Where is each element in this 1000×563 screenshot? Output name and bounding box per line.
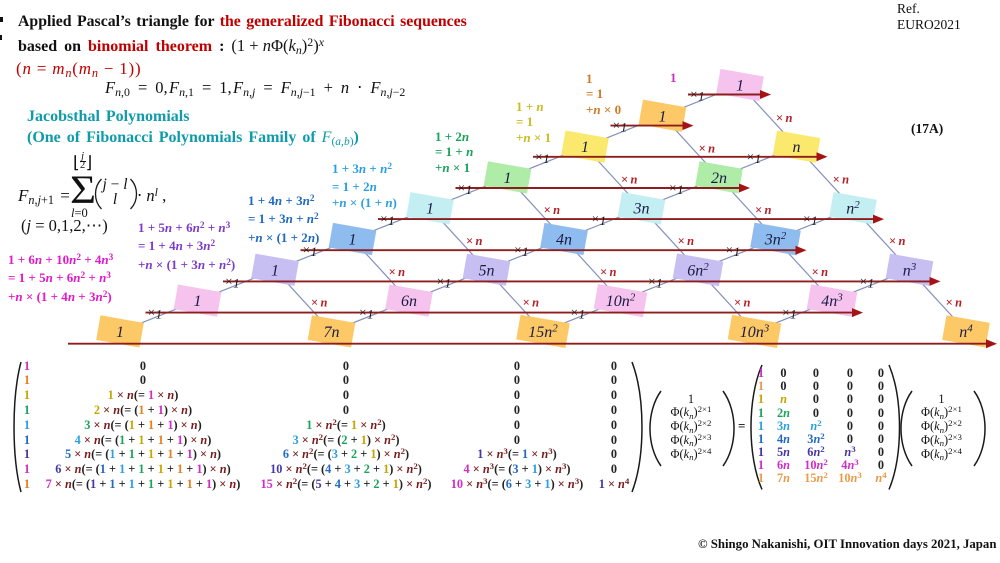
svg-text:1: 1 [116, 324, 124, 341]
svg-text:×1: ×1 [534, 149, 549, 166]
svg-text:×1: ×1 [591, 211, 606, 228]
svg-text:×1: ×1 [781, 305, 796, 322]
svg-text:× n: × n [699, 142, 716, 156]
svg-text:×1: ×1 [689, 87, 704, 104]
svg-text:×1: ×1 [612, 118, 627, 135]
svg-text:7n: 7n [324, 324, 340, 341]
svg-text:× n: × n [523, 296, 540, 310]
svg-text:× n: × n [776, 111, 793, 125]
svg-text:10n3: 10n3 [740, 322, 770, 341]
svg-text:×1: ×1 [358, 305, 373, 322]
svg-text:× n: × n [734, 296, 751, 310]
svg-text:× n: × n [833, 172, 850, 186]
svg-text:×1: ×1 [725, 242, 740, 259]
svg-text:6n: 6n [401, 293, 417, 310]
svg-text:×1: ×1 [436, 273, 451, 290]
svg-text:n: n [793, 139, 801, 156]
svg-text:× n: × n [755, 203, 772, 217]
svg-text:×1: ×1 [513, 242, 528, 259]
svg-text:× n: × n [946, 296, 963, 310]
svg-text:1: 1 [271, 262, 279, 279]
svg-text:×1: ×1 [647, 273, 662, 290]
svg-text:5n: 5n [479, 262, 495, 279]
svg-text:× n: × n [621, 172, 638, 186]
svg-text:1: 1 [426, 201, 434, 218]
svg-text:× n: × n [600, 265, 617, 279]
svg-text:1: 1 [581, 139, 589, 156]
svg-text:1: 1 [659, 108, 667, 125]
svg-text:× n: × n [889, 234, 906, 248]
svg-text:× n: × n [678, 234, 695, 248]
svg-text:×1: ×1 [147, 305, 162, 322]
svg-text:×1: ×1 [802, 211, 817, 228]
svg-text:3n: 3n [633, 201, 650, 218]
svg-text:×1: ×1 [457, 180, 472, 197]
svg-text:×1: ×1 [302, 242, 317, 259]
svg-text:×1: ×1 [668, 180, 683, 197]
svg-text:4n: 4n [556, 232, 572, 249]
svg-text:× n: × n [311, 296, 328, 310]
svg-text:×1: ×1 [859, 273, 874, 290]
svg-text:2n: 2n [711, 170, 727, 187]
svg-text:1: 1 [504, 170, 512, 187]
svg-text:× n: × n [544, 203, 561, 217]
svg-text:×1: ×1 [746, 149, 761, 166]
svg-text:× n: × n [466, 234, 483, 248]
svg-text:15n2: 15n2 [528, 322, 558, 341]
svg-text:1: 1 [349, 232, 357, 249]
svg-text:×1: ×1 [570, 305, 585, 322]
svg-text:10n2: 10n2 [606, 292, 636, 311]
svg-text:× n: × n [812, 265, 829, 279]
svg-text:×1: ×1 [379, 211, 394, 228]
svg-text:×1: ×1 [224, 273, 239, 290]
svg-text:1: 1 [194, 293, 202, 310]
svg-text:1: 1 [736, 78, 744, 95]
svg-text:× n: × n [389, 265, 406, 279]
